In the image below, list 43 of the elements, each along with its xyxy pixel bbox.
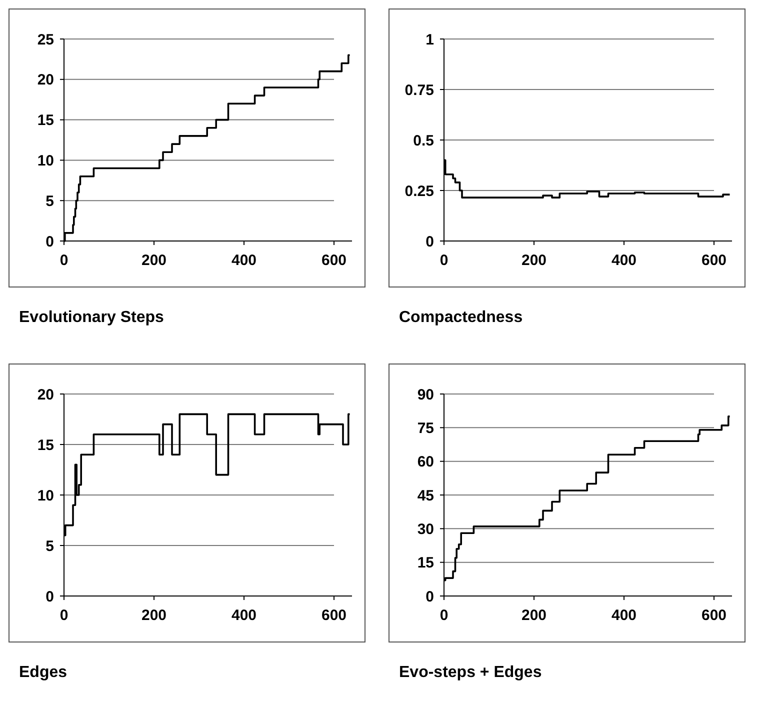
text: Evolutionary Steps	[19, 309, 164, 326]
text: Edges	[19, 664, 68, 681]
y-tick-label: 0	[46, 233, 54, 250]
y-tick-label: 15	[37, 436, 54, 454]
x-tick-label: 400	[231, 252, 257, 269]
x-tick-label: 200	[141, 252, 167, 269]
y-tick-label: 20	[37, 386, 54, 404]
y-tick-label: 0.25	[404, 182, 434, 200]
x-tick-label: 400	[611, 252, 637, 269]
x-tick-label: 200	[521, 252, 547, 269]
x-tick-label: 600	[701, 607, 727, 624]
y-tick-label: 25	[37, 31, 54, 48]
x-tick-label: 600	[701, 252, 727, 269]
y-tick-label: 60	[417, 454, 434, 471]
y-tick-label: 30	[417, 520, 434, 538]
y-tick-label: 75	[417, 420, 434, 437]
x-tick-label: 0	[440, 252, 448, 269]
text: Compactedness	[399, 309, 523, 326]
y-tick-label: 10	[37, 152, 54, 170]
x-tick-label: 0	[60, 607, 68, 624]
x-tick-label: 200	[521, 607, 547, 624]
y-tick-label: 1	[426, 31, 434, 48]
x-tick-label: 400	[231, 607, 257, 624]
x-tick-label: 400	[611, 607, 637, 624]
y-tick-label: 0.5	[413, 132, 434, 150]
y-tick-label: 5	[46, 192, 54, 210]
y-tick-label: 45	[417, 487, 434, 504]
x-tick-label: 0	[440, 607, 448, 624]
y-tick-label: 10	[37, 487, 54, 504]
y-tick-label: 20	[37, 72, 54, 89]
x-tick-label: 200	[141, 607, 167, 624]
text: Evo-steps + Edges	[399, 664, 542, 681]
x-tick-label: 600	[321, 607, 347, 624]
y-tick-label: 15	[417, 554, 434, 572]
y-tick-label: 90	[417, 386, 434, 404]
y-tick-label: 0	[426, 588, 434, 606]
x-tick-label: 600	[321, 252, 347, 269]
y-tick-label: 0	[46, 588, 54, 606]
y-tick-label: 5	[46, 538, 54, 555]
y-tick-label: 0	[426, 233, 434, 250]
y-tick-label: 15	[37, 112, 54, 130]
y-tick-label: 0.75	[404, 82, 434, 99]
x-tick-label: 0	[60, 252, 68, 269]
